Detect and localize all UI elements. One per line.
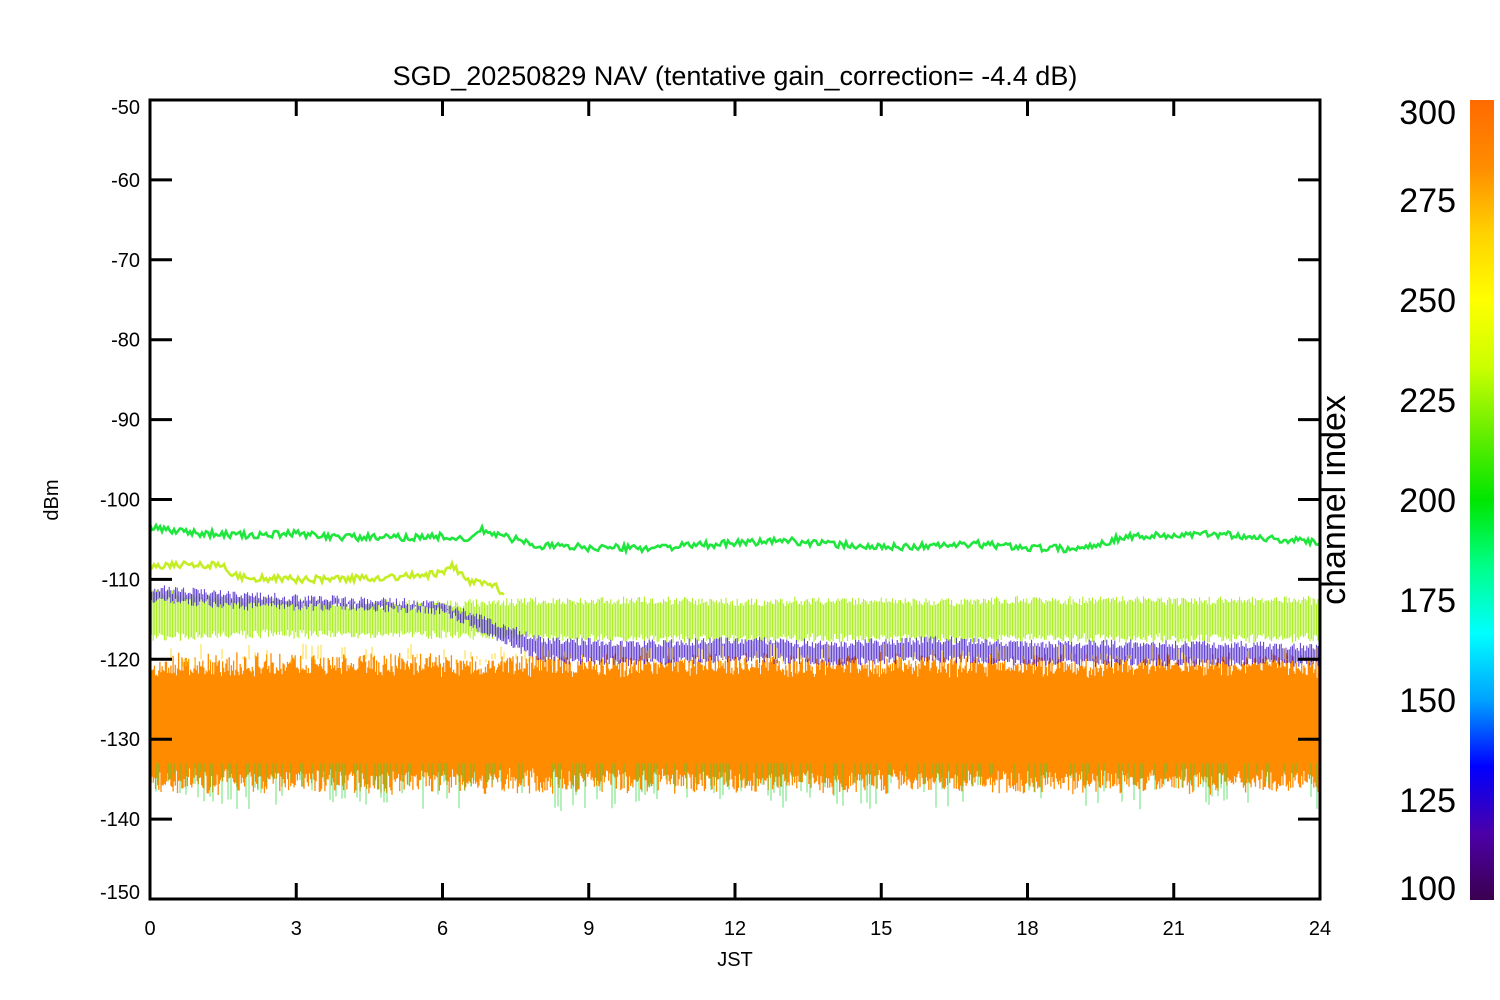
x-tick-label: 24 — [1309, 918, 1331, 940]
chart-title: SGD_20250829 NAV (tentative gain_correct… — [393, 61, 1078, 91]
y-axis-label: dBm — [41, 479, 63, 520]
y-tick-label: -70 — [111, 250, 140, 272]
x-tick-label: 21 — [1163, 918, 1185, 940]
y-tick-label: -150 — [100, 882, 140, 904]
x-tick-label: 0 — [144, 918, 155, 940]
y-tick-label: -100 — [100, 490, 140, 512]
x-axis-label: JST — [717, 949, 753, 971]
colorbar — [1470, 100, 1494, 900]
x-tick-label: 18 — [1016, 918, 1038, 940]
colorbar-tick-label: 275 — [1399, 182, 1456, 220]
colorbar-tick-label: 200 — [1399, 482, 1456, 520]
y-axis: -50 -60 -70 -80 -90 -100 -110 -120 -130 -140 -150 — [100, 97, 1320, 904]
x-tick-label: 9 — [583, 918, 594, 940]
colorbar-tick-label: 300 — [1399, 94, 1456, 132]
colorbar-axis: 300 275 250 225 200 175 150 125 100 — [1399, 94, 1456, 908]
y-tick-label: -130 — [100, 729, 140, 751]
y-tick-label: -80 — [111, 330, 140, 352]
series-line-0 — [151, 522, 1319, 556]
colorbar-tick-label: 100 — [1399, 870, 1456, 908]
y-tick-label: -110 — [101, 569, 140, 591]
y-tick-label: -90 — [111, 410, 140, 432]
colorbar-tick-label: 150 — [1399, 682, 1456, 720]
series-band-3 — [151, 585, 1319, 667]
series-line-1 — [151, 558, 505, 596]
x-tick-label: 15 — [870, 918, 892, 940]
x-axis: 0 3 6 9 12 15 18 21 24 — [144, 100, 1331, 940]
noise-floor-spikes — [155, 763, 1318, 811]
colorbar-tick-label: 250 — [1399, 282, 1456, 320]
colorbar-tick-label: 125 — [1399, 782, 1456, 820]
colorbar-label: channel index — [1315, 395, 1353, 605]
series-band-4 — [151, 652, 1319, 795]
y-tick-label: -50 — [111, 97, 140, 119]
y-tick-label: -140 — [100, 809, 140, 831]
colorbar-tick-label: 175 — [1399, 582, 1456, 620]
y-tick-label: -120 — [100, 649, 140, 671]
x-tick-label: 12 — [724, 918, 746, 940]
colorbar-tick-label: 225 — [1399, 382, 1456, 420]
y-tick-label: -60 — [111, 170, 140, 192]
series-band-2 — [151, 589, 1319, 644]
x-tick-label: 6 — [437, 918, 448, 940]
x-tick-label: 3 — [291, 918, 302, 940]
plot-area — [151, 522, 1319, 811]
noise-top-spikes — [170, 643, 1318, 667]
